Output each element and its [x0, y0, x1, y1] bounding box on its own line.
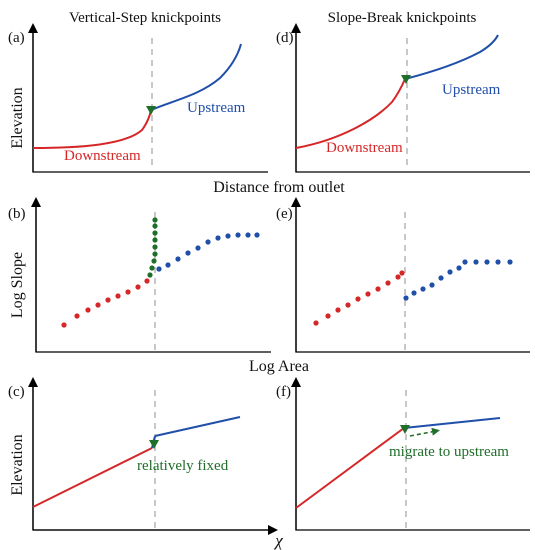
knickpoint-marker-f [400, 425, 410, 434]
row3-x-label: χ [273, 531, 283, 550]
knickpoint-point-b [149, 265, 155, 271]
downstream-point-e [365, 291, 371, 297]
upstream-point-b [205, 239, 211, 245]
fixed-note-c: relatively fixed [137, 458, 229, 474]
knickpoint-marker-d [401, 75, 411, 84]
upstream-point-b [165, 262, 171, 268]
knickpoint-point-b [152, 251, 158, 257]
upstream-profile-a [150, 43, 242, 111]
downstream-point-e [345, 302, 351, 308]
downstream-point-b [85, 307, 91, 313]
panel-label-e: (e) [276, 206, 293, 222]
axes-e [295, 205, 530, 353]
downstream-point-e [395, 274, 401, 280]
upstream-point-b [245, 232, 251, 238]
panel-c: (c) relatively fixed [8, 377, 278, 535]
downstream-points-b [61, 278, 150, 328]
title-right: Slope-Break knickpoints [328, 10, 477, 26]
knickpoint-point-b [152, 237, 158, 243]
knickpoint-marker-a [146, 106, 156, 115]
downstream-point-e [385, 280, 391, 286]
upstream-point-b [225, 233, 231, 239]
upstream-point-b [185, 250, 191, 256]
knickpoint-point-b [152, 230, 158, 236]
panel-label-f: (f) [276, 384, 291, 400]
downstream-point-b [74, 313, 80, 319]
downstream-point-e [375, 286, 381, 292]
downstream-point-e [313, 320, 319, 326]
downstream-point-b [115, 293, 121, 299]
upstream-point-e [484, 259, 490, 265]
upstream-point-b [215, 235, 221, 241]
downstream-point-e [399, 270, 405, 276]
panel-a: (a) Upstream Downstream [8, 23, 268, 173]
upstream-point-e [507, 259, 513, 265]
upstream-point-e [438, 275, 444, 281]
title-left: Vertical-Step knickpoints [69, 10, 221, 26]
downstream-point-e [355, 296, 361, 302]
upstream-points-b [156, 232, 260, 272]
upstream-point-e [411, 290, 417, 296]
knickpoint-point-b [152, 244, 158, 250]
upstream-point-e [447, 269, 453, 275]
knickpoint-point-b [152, 223, 158, 229]
panel-d: (d) Upstream Downstream [276, 23, 530, 173]
panel-label-d: (d) [276, 30, 294, 46]
knickpoint-points-b [147, 217, 158, 278]
row1-x-label: Distance from outlet [213, 179, 345, 196]
downstream-profile-a [32, 109, 152, 149]
upstream-point-b [175, 256, 181, 262]
upstream-profile-d [404, 34, 499, 80]
knickpoint-point-b [152, 217, 158, 223]
panel-label-b: (b) [8, 206, 26, 222]
upstream-line-f [403, 417, 501, 429]
row2-y-label: Log Slope [9, 252, 26, 318]
migrate-note-f: migrate to upstream [389, 444, 509, 460]
upstream-line-c [154, 416, 241, 437]
row3-y-label: Elevation [9, 434, 26, 495]
downstream-point-b [144, 278, 150, 284]
upstream-point-e [420, 286, 426, 292]
downstream-points-e [313, 270, 405, 326]
upstream-point-e [429, 282, 435, 288]
upstream-point-b [156, 266, 162, 272]
row1-y-label: Elevation [9, 87, 26, 148]
upstream-point-e [495, 259, 501, 265]
knickpoint-point-b [151, 258, 157, 264]
upstream-point-e [456, 265, 462, 271]
panel-b: (b) [8, 197, 271, 353]
downstream-point-b [61, 322, 67, 328]
upstream-point-e [403, 295, 409, 301]
panel-e: (e) [276, 197, 530, 353]
upstream-label-d: Upstream [442, 82, 501, 98]
downstream-point-b [95, 302, 101, 308]
knickpoint-point-b [147, 272, 153, 278]
upstream-point-b [254, 232, 260, 238]
downstream-line-f [295, 427, 405, 509]
downstream-point-b [135, 284, 141, 290]
downstream-point-e [335, 307, 341, 313]
downstream-profile-d [295, 78, 406, 149]
row2-x-label: Log Area [249, 358, 309, 375]
upstream-point-b [195, 245, 201, 251]
panel-f: (f) migrate to upstream [276, 377, 530, 531]
downstream-point-b [125, 289, 131, 295]
downstream-label-a: Downstream [64, 148, 141, 164]
downstream-line-c [32, 447, 153, 508]
downstream-label-d: Downstream [326, 140, 403, 156]
downstream-point-e [325, 313, 331, 319]
upstream-point-e [473, 259, 479, 265]
upstream-point-b [235, 232, 241, 238]
knickpoint-marker-c [149, 440, 159, 449]
upstream-point-e [462, 259, 468, 265]
downstream-point-b [105, 297, 111, 303]
panel-label-c: (c) [8, 384, 25, 400]
upstream-points-e [403, 259, 513, 301]
upstream-label-a: Upstream [187, 100, 246, 116]
panel-label-a: (a) [8, 30, 25, 46]
migration-arrow-f [409, 427, 440, 437]
